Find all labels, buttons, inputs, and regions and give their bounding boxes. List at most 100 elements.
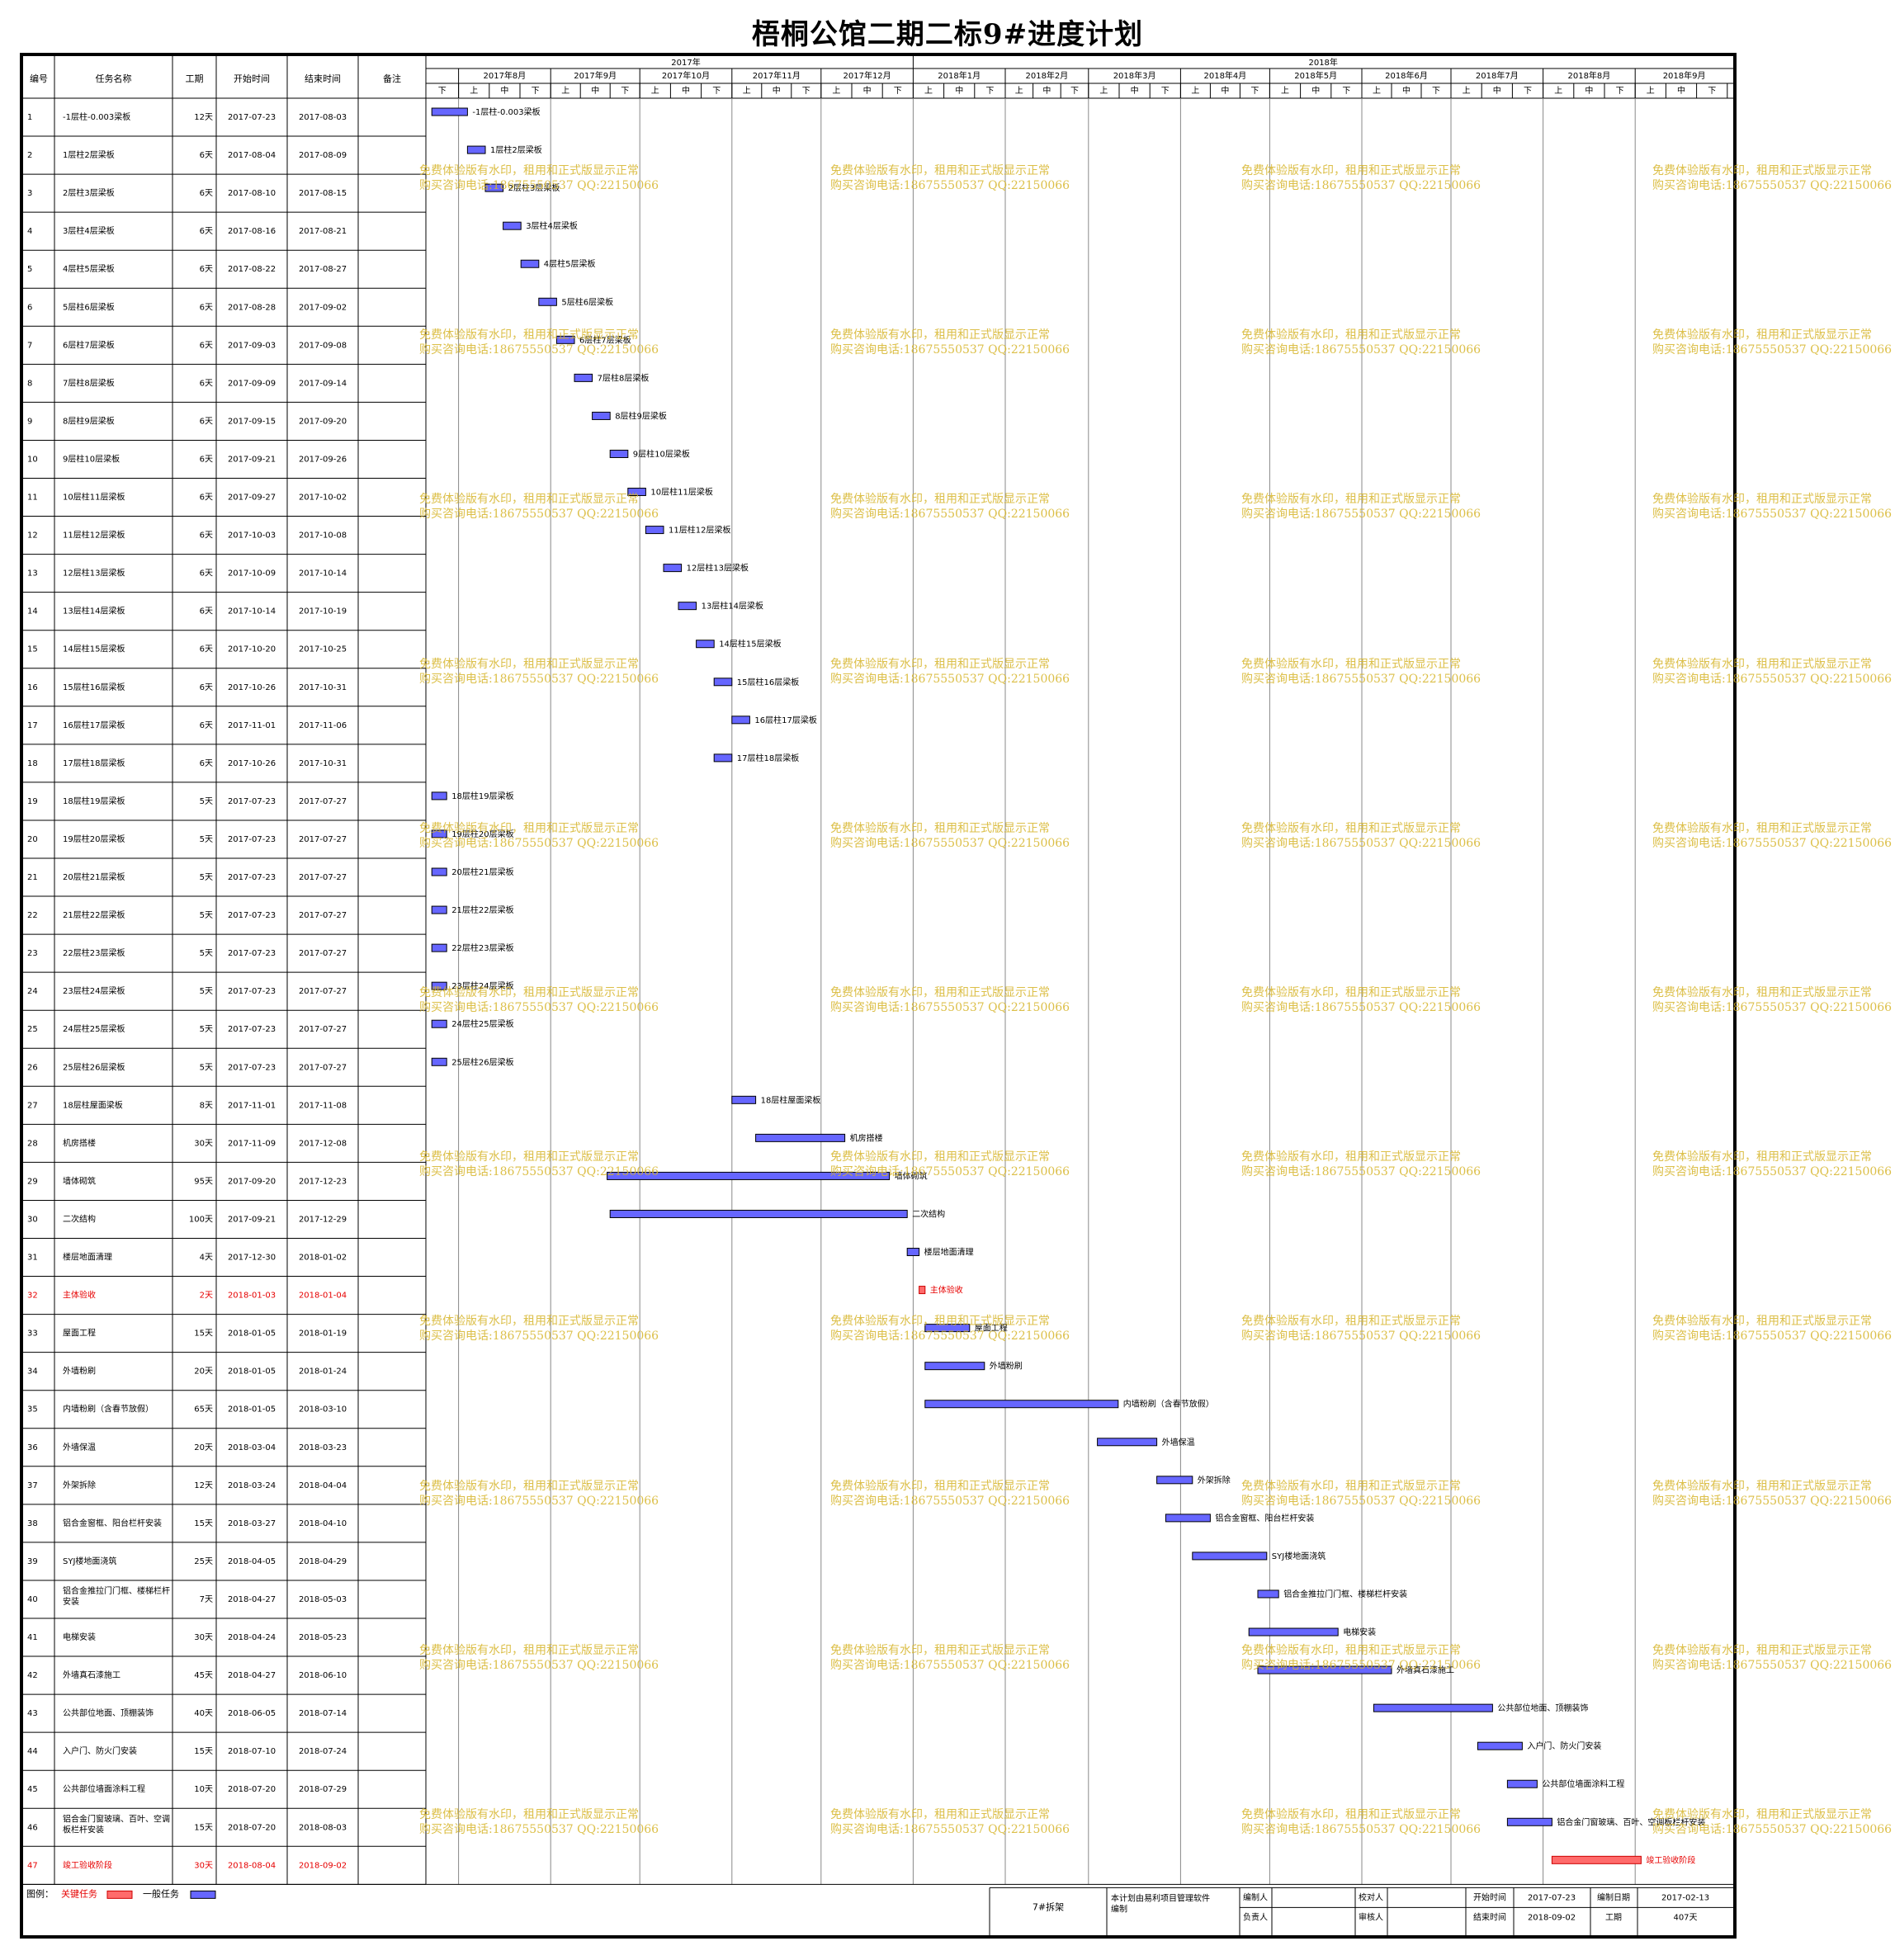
task-name: 外墙真石漆施工: [63, 1670, 121, 1680]
task-start: 2017-08-28: [228, 303, 276, 312]
task-id: 7: [27, 341, 32, 350]
task-end: 2017-10-25: [299, 645, 347, 654]
period-label: 上: [924, 86, 933, 96]
task-start: 2018-04-24: [228, 1633, 276, 1642]
task-name: 竣工验收阶段: [63, 1859, 112, 1870]
period-label: 下: [712, 87, 721, 96]
task-bar: [592, 411, 611, 420]
period-label: 中: [1677, 85, 1685, 96]
task-end: 2017-09-08: [299, 341, 347, 350]
task-start: 2017-07-23: [228, 949, 276, 958]
task-duration: 5天: [200, 873, 213, 882]
month-label: 2018年7月: [1476, 70, 1519, 81]
task-end: 2018-05-23: [299, 1633, 347, 1642]
task-bar-label: 3层柱4层梁板: [526, 220, 578, 231]
task-name: -1层柱-0.003梁板: [63, 111, 130, 122]
task-bar-label: 电梯安装: [1343, 1627, 1376, 1637]
task-duration: 15天: [194, 1747, 213, 1756]
date-value: 2017-02-13: [1661, 1893, 1709, 1902]
period-label: 上: [1647, 86, 1655, 96]
task-start: 2017-07-23: [228, 1025, 276, 1034]
task-end: 2017-11-08: [299, 1101, 347, 1110]
task-start: 2017-11-09: [228, 1139, 276, 1148]
task-duration: 15天: [194, 1329, 213, 1339]
period-label: 上: [743, 86, 751, 96]
task-duration: 2天: [200, 1292, 213, 1301]
task-id: 25: [27, 1025, 38, 1034]
task-end: 2018-09-02: [299, 1861, 347, 1870]
software-note: 本计划由易利项目管理软件编制: [1111, 1892, 1210, 1914]
task-bar-label: 10层柱11层梁板: [650, 487, 712, 498]
task-id: 21: [27, 873, 38, 882]
task-duration: 7天: [200, 1595, 213, 1604]
legend-label: 图例：: [26, 1887, 54, 1899]
task-name: 10层柱11层梁板: [63, 492, 125, 503]
task-id: 46: [27, 1823, 38, 1832]
task-bar-label: 机房搭楼: [850, 1132, 883, 1143]
task-bar: [1248, 1627, 1339, 1636]
period-label: 中: [1311, 85, 1320, 96]
task-id: 10: [27, 455, 38, 464]
task-bar-label: 22层柱23层梁板: [451, 942, 513, 953]
task-bar-label: 外墙真石漆施工: [1396, 1665, 1454, 1675]
period-label: 上: [1099, 86, 1108, 96]
month-label: 2018年3月: [1113, 70, 1156, 81]
period-label: 上: [651, 86, 659, 96]
task-name: 15层柱16层梁板: [63, 682, 125, 692]
task-bar: [696, 640, 715, 649]
task-bar: [1165, 1514, 1211, 1523]
task-name: 电梯安装: [63, 1632, 96, 1642]
task-bar: [607, 1171, 891, 1180]
task-end: 2018-01-04: [299, 1292, 347, 1301]
task-bar: [713, 678, 733, 687]
critical-task-bar: [1551, 1855, 1642, 1864]
task-duration: 6天: [200, 494, 213, 503]
task-end: 2018-04-04: [299, 1481, 347, 1490]
task-bar: [431, 1019, 447, 1028]
task-id: 45: [27, 1785, 38, 1794]
date-label: 编制日期: [1597, 1892, 1630, 1902]
task-start: 2017-12-30: [228, 1254, 276, 1263]
period-label: 上: [1373, 86, 1381, 96]
task-end: 2018-07-29: [299, 1785, 347, 1794]
task-end: 2017-12-23: [299, 1177, 347, 1186]
task-id: 41: [27, 1633, 38, 1642]
task-name: SYJ楼地面浇筑: [63, 1556, 116, 1566]
task-id: 19: [27, 797, 38, 806]
task-name: 18层柱19层梁板: [63, 796, 125, 806]
task-id: 38: [27, 1519, 38, 1528]
task-start: 2018-07-10: [228, 1747, 276, 1756]
task-start: 2017-08-16: [228, 227, 276, 236]
task-duration: 6天: [200, 645, 213, 654]
task-bar-label: 入户门、防火门安装: [1527, 1740, 1601, 1751]
task-id: 39: [27, 1557, 38, 1566]
task-bar-label: 公共部位地面、顶棚装饰: [1497, 1703, 1588, 1713]
task-bar-label: 20层柱21层梁板: [451, 867, 513, 877]
task-bar: [1097, 1438, 1158, 1447]
task-duration: 6天: [200, 683, 213, 692]
task-id: 3: [27, 189, 32, 198]
task-end: 2018-01-19: [299, 1329, 347, 1339]
critical-task-bar: [919, 1286, 926, 1295]
task-end: 2017-12-08: [299, 1139, 347, 1148]
task-bar-label: 21层柱22层梁板: [451, 904, 513, 915]
task-bar-label: SYJ楼地面浇筑: [1272, 1551, 1326, 1561]
period-label: 下: [802, 87, 810, 96]
period-label: 下: [894, 87, 902, 96]
task-id: 24: [27, 987, 38, 996]
task-start: 2018-04-27: [228, 1595, 276, 1604]
task-start: 2018-01-05: [228, 1367, 276, 1377]
period-label: 中: [1042, 85, 1051, 96]
task-bar-label: 9层柱10层梁板: [633, 448, 690, 459]
task-bar: [1156, 1476, 1193, 1485]
period-label: 上: [470, 86, 478, 96]
start-value: 2017-07-23: [1528, 1893, 1576, 1902]
task-id: 33: [27, 1329, 38, 1339]
task-bar: [731, 1095, 757, 1104]
period-label: 上: [1554, 86, 1562, 96]
task-bar: [431, 1057, 447, 1066]
task-name: 22层柱23层梁板: [63, 947, 125, 958]
task-id: 16: [27, 683, 38, 692]
task-bar-label: 8层柱9层梁板: [615, 410, 667, 421]
